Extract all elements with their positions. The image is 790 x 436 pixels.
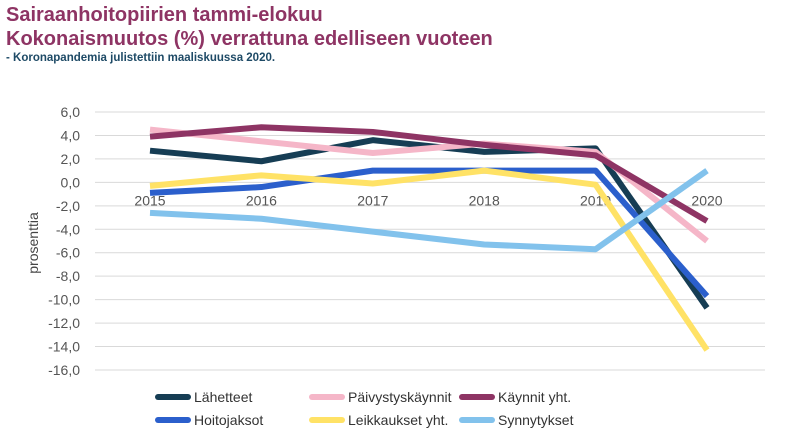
x-tick-label: 2016 xyxy=(246,192,277,208)
y-tick-label: 4,0 xyxy=(61,127,81,143)
chart-subtitle: - Koronapandemia julistettiin maaliskuus… xyxy=(6,52,276,64)
y-tick-label: 2,0 xyxy=(61,151,81,167)
x-tick-label: 2018 xyxy=(469,192,500,208)
y-axis-ticks: 6,0 4,0 2,0 0,0 -2,0 -4,0 -6,0 -8,0 -10,0 -12,0 -1… xyxy=(48,104,80,378)
legend-label: Synnytykset xyxy=(498,412,574,428)
y-tick-label: -10,0 xyxy=(48,292,80,308)
x-tick-label: 2015 xyxy=(134,192,165,208)
legend-label: Leikkaukset yht. xyxy=(348,412,448,428)
chart-title-line-1: Sairaanhoitopiirien tammi-elokuu xyxy=(6,4,323,26)
y-tick-label: -6,0 xyxy=(56,245,80,261)
legend-label: Käynnit yht. xyxy=(498,389,571,405)
y-tick-label: -2,0 xyxy=(56,198,80,214)
series-lines xyxy=(149,124,710,352)
y-tick-label: -14,0 xyxy=(48,339,80,355)
legend-label: Hoitojaksot xyxy=(194,412,263,428)
y-tick-label: -12,0 xyxy=(48,315,80,331)
y-tick-label: -8,0 xyxy=(56,268,80,284)
y-tick-label: -16,0 xyxy=(48,362,80,378)
series-line xyxy=(149,167,710,352)
series-line xyxy=(149,168,709,253)
legend-label: Lähetteet xyxy=(194,389,252,405)
series-line xyxy=(149,124,709,224)
y-tick-label: 0,0 xyxy=(61,174,81,190)
chart-title-line-2: Kokonaismuutos (%) verrattuna edelliseen… xyxy=(6,28,493,50)
x-tick-label: 2017 xyxy=(357,192,388,208)
legend-label: Päivystyskäynnit xyxy=(348,389,452,405)
grid-lines xyxy=(95,111,765,371)
series-line xyxy=(149,167,710,299)
x-tick-label: 2020 xyxy=(691,192,722,208)
y-tick-label: 6,0 xyxy=(61,104,81,120)
legend: Lähetteet Päivystyskäynnit Käynnit yht. Hoi… xyxy=(155,389,574,428)
y-tick-label: -4,0 xyxy=(56,221,80,237)
y-axis-label: prosenttia xyxy=(25,212,41,274)
